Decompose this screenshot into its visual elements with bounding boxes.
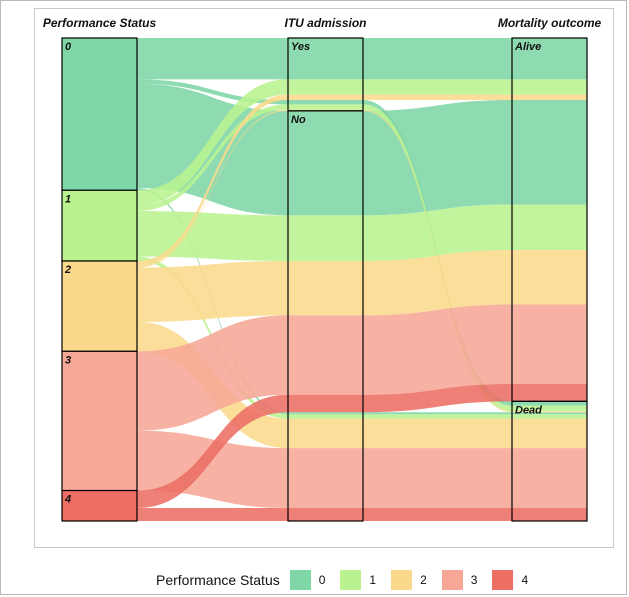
flow-ribbon-ps-1-yes-alive xyxy=(62,79,587,206)
stratum-fill-ps-1 xyxy=(62,190,137,262)
flow-ribbon-ps-0-yes-alive xyxy=(62,38,587,80)
axis-title-performance-status: Performance Status xyxy=(43,16,157,30)
stratum-label-ps-2: 2 xyxy=(64,264,71,276)
stratum-fill-ps-4 xyxy=(62,490,137,521)
legend-swatch-4 xyxy=(492,570,514,590)
legend-label-3: 3 xyxy=(470,573,478,587)
stratum-label-ps-4: 4 xyxy=(64,494,71,506)
legend-label-1: 1 xyxy=(369,573,377,587)
stratum-label-mortality-dead: Dead xyxy=(515,404,542,416)
stratum-fill-ps-0 xyxy=(62,38,137,191)
stratum-itu-no xyxy=(287,110,364,522)
stratum-label-itu-no: No xyxy=(291,114,306,126)
flow-ribbon-ps-3-no-alive xyxy=(62,304,587,431)
legend-title: Performance Status xyxy=(156,572,280,588)
axis-title-mortality-outcome: Mortality outcome xyxy=(498,16,602,30)
stratum-label-ps-0: 0 xyxy=(65,41,72,53)
flow-ribbon-ps-1-yes-dead xyxy=(62,104,587,412)
stratum-label-ps-1: 1 xyxy=(65,193,71,205)
stratum-fill-ps-2 xyxy=(62,261,137,352)
flow-ribbon-ps-4-no-alive xyxy=(62,383,587,508)
legend-label-2: 2 xyxy=(420,573,427,587)
legend-label-4: 4 xyxy=(521,573,529,587)
stratum-mortality-dead xyxy=(511,400,588,522)
stratum-ps-4 xyxy=(61,489,138,522)
legend-swatch-3 xyxy=(441,570,463,590)
stratum-label-itu-yes: Yes xyxy=(291,41,310,53)
stratum-label-ps-3: 3 xyxy=(65,354,71,366)
legend: Performance Status 0 1 2 3 4 xyxy=(156,570,543,590)
flow-ribbon-ps-4-no-dead xyxy=(62,507,587,521)
stratum-label-mortality-alive: Alive xyxy=(514,41,541,53)
stratum-fill-ps-3 xyxy=(62,351,137,491)
flow-ribbon-ps-2-no-alive xyxy=(62,250,587,322)
legend-swatch-1 xyxy=(340,570,362,590)
legend-label-0: 0 xyxy=(318,573,326,587)
legend-swatch-2 xyxy=(391,570,413,590)
legend-swatch-0 xyxy=(289,570,311,590)
sankey-diagram: 0 1 2 3 4 Yes No Alive Dead Performance Status ITU… xyxy=(43,16,602,522)
flow-ribbon-ps-3-no-dead xyxy=(62,430,587,508)
flow-ribbons xyxy=(62,38,587,521)
axis-title-itu-admission: ITU admission xyxy=(284,16,366,30)
